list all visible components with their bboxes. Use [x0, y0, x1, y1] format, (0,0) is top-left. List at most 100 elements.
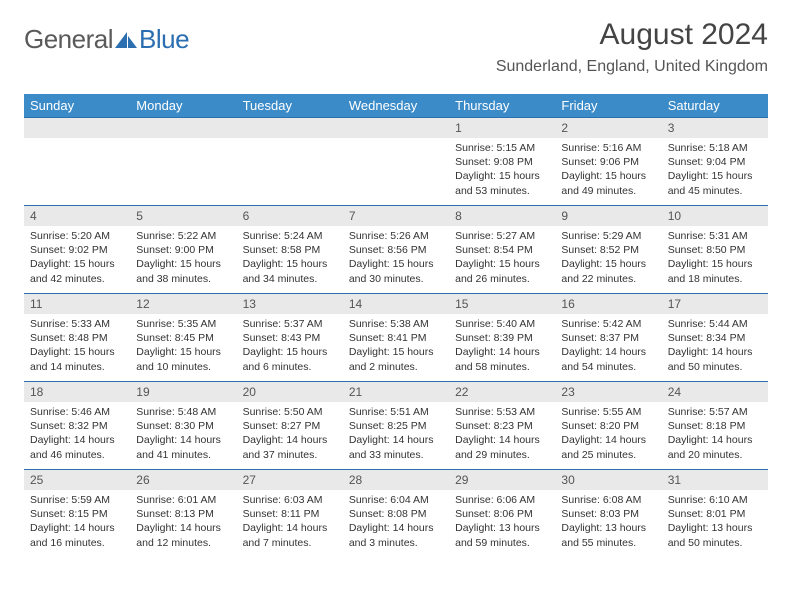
sunset-text: Sunset: 8:39 PM: [455, 331, 549, 345]
weekday-header: Friday: [555, 94, 661, 118]
day-number: 2: [555, 118, 661, 138]
calendar-day-cell: 19Sunrise: 5:48 AMSunset: 8:30 PMDayligh…: [130, 382, 236, 470]
day-details: Sunrise: 5:57 AMSunset: 8:18 PMDaylight:…: [662, 402, 768, 468]
day-number: 4: [24, 206, 130, 226]
calendar-day-cell: 21Sunrise: 5:51 AMSunset: 8:25 PMDayligh…: [343, 382, 449, 470]
calendar-day-cell: 6Sunrise: 5:24 AMSunset: 8:58 PMDaylight…: [237, 206, 343, 294]
day-details: Sunrise: 5:24 AMSunset: 8:58 PMDaylight:…: [237, 226, 343, 292]
sunrise-text: Sunrise: 5:50 AM: [243, 405, 337, 419]
sunrise-text: Sunrise: 5:22 AM: [136, 229, 230, 243]
day-number: [237, 118, 343, 138]
sunrise-text: Sunrise: 5:33 AM: [30, 317, 124, 331]
header: General Blue August 2024 Sunderland, Eng…: [24, 18, 768, 76]
location-subtitle: Sunderland, England, United Kingdom: [496, 58, 768, 76]
sunset-text: Sunset: 8:45 PM: [136, 331, 230, 345]
daylight-text: Daylight: 14 hours and 58 minutes.: [455, 345, 549, 373]
calendar-day-cell: 12Sunrise: 5:35 AMSunset: 8:45 PMDayligh…: [130, 294, 236, 382]
daylight-text: Daylight: 15 hours and 14 minutes.: [30, 345, 124, 373]
daylight-text: Daylight: 14 hours and 50 minutes.: [668, 345, 762, 373]
sunset-text: Sunset: 8:27 PM: [243, 419, 337, 433]
daylight-text: Daylight: 15 hours and 53 minutes.: [455, 169, 549, 197]
day-number: 21: [343, 382, 449, 402]
calendar-day-cell: 23Sunrise: 5:55 AMSunset: 8:20 PMDayligh…: [555, 382, 661, 470]
calendar-day-cell: 14Sunrise: 5:38 AMSunset: 8:41 PMDayligh…: [343, 294, 449, 382]
sunrise-text: Sunrise: 5:37 AM: [243, 317, 337, 331]
day-number: 3: [662, 118, 768, 138]
daylight-text: Daylight: 15 hours and 18 minutes.: [668, 257, 762, 285]
calendar-day-cell: 18Sunrise: 5:46 AMSunset: 8:32 PMDayligh…: [24, 382, 130, 470]
sunset-text: Sunset: 8:34 PM: [668, 331, 762, 345]
sunset-text: Sunset: 8:08 PM: [349, 507, 443, 521]
sunrise-text: Sunrise: 5:55 AM: [561, 405, 655, 419]
day-number: 12: [130, 294, 236, 314]
day-number: 28: [343, 470, 449, 490]
sunset-text: Sunset: 8:20 PM: [561, 419, 655, 433]
day-number: 5: [130, 206, 236, 226]
day-number: 22: [449, 382, 555, 402]
day-number: 23: [555, 382, 661, 402]
sunrise-text: Sunrise: 5:42 AM: [561, 317, 655, 331]
day-details: Sunrise: 5:44 AMSunset: 8:34 PMDaylight:…: [662, 314, 768, 380]
sunset-text: Sunset: 8:48 PM: [30, 331, 124, 345]
calendar-day-cell: 13Sunrise: 5:37 AMSunset: 8:43 PMDayligh…: [237, 294, 343, 382]
daylight-text: Daylight: 13 hours and 59 minutes.: [455, 521, 549, 549]
day-number: 26: [130, 470, 236, 490]
calendar-day-cell: 15Sunrise: 5:40 AMSunset: 8:39 PMDayligh…: [449, 294, 555, 382]
day-number: [24, 118, 130, 138]
daylight-text: Daylight: 14 hours and 54 minutes.: [561, 345, 655, 373]
sunrise-text: Sunrise: 5:59 AM: [30, 493, 124, 507]
daylight-text: Daylight: 14 hours and 33 minutes.: [349, 433, 443, 461]
calendar-day-cell: [130, 118, 236, 206]
day-details: Sunrise: 5:35 AMSunset: 8:45 PMDaylight:…: [130, 314, 236, 380]
day-details: Sunrise: 5:16 AMSunset: 9:06 PMDaylight:…: [555, 138, 661, 204]
sunset-text: Sunset: 8:11 PM: [243, 507, 337, 521]
logo-text-1: General: [24, 24, 113, 55]
day-number: 30: [555, 470, 661, 490]
sunset-text: Sunset: 8:30 PM: [136, 419, 230, 433]
sunrise-text: Sunrise: 5:20 AM: [30, 229, 124, 243]
calendar-day-cell: 31Sunrise: 6:10 AMSunset: 8:01 PMDayligh…: [662, 470, 768, 558]
calendar-day-cell: 8Sunrise: 5:27 AMSunset: 8:54 PMDaylight…: [449, 206, 555, 294]
calendar-day-cell: 30Sunrise: 6:08 AMSunset: 8:03 PMDayligh…: [555, 470, 661, 558]
day-number: 27: [237, 470, 343, 490]
day-details: Sunrise: 5:55 AMSunset: 8:20 PMDaylight:…: [555, 402, 661, 468]
day-details: Sunrise: 5:29 AMSunset: 8:52 PMDaylight:…: [555, 226, 661, 292]
calendar-day-cell: 20Sunrise: 5:50 AMSunset: 8:27 PMDayligh…: [237, 382, 343, 470]
sunrise-text: Sunrise: 6:01 AM: [136, 493, 230, 507]
calendar-day-cell: 2Sunrise: 5:16 AMSunset: 9:06 PMDaylight…: [555, 118, 661, 206]
sunrise-text: Sunrise: 5:57 AM: [668, 405, 762, 419]
day-number: 20: [237, 382, 343, 402]
sunrise-text: Sunrise: 5:53 AM: [455, 405, 549, 419]
day-details: Sunrise: 6:06 AMSunset: 8:06 PMDaylight:…: [449, 490, 555, 556]
sunrise-text: Sunrise: 5:44 AM: [668, 317, 762, 331]
day-details: Sunrise: 5:38 AMSunset: 8:41 PMDaylight:…: [343, 314, 449, 380]
day-details: Sunrise: 5:37 AMSunset: 8:43 PMDaylight:…: [237, 314, 343, 380]
daylight-text: Daylight: 15 hours and 2 minutes.: [349, 345, 443, 373]
day-details: Sunrise: 5:26 AMSunset: 8:56 PMDaylight:…: [343, 226, 449, 292]
daylight-text: Daylight: 14 hours and 3 minutes.: [349, 521, 443, 549]
calendar-day-cell: 10Sunrise: 5:31 AMSunset: 8:50 PMDayligh…: [662, 206, 768, 294]
weekday-header: Tuesday: [237, 94, 343, 118]
sunset-text: Sunset: 8:23 PM: [455, 419, 549, 433]
day-details: Sunrise: 6:04 AMSunset: 8:08 PMDaylight:…: [343, 490, 449, 556]
calendar-week-row: 4Sunrise: 5:20 AMSunset: 9:02 PMDaylight…: [24, 206, 768, 294]
day-number: 25: [24, 470, 130, 490]
title-block: August 2024 Sunderland, England, United …: [496, 18, 768, 76]
sunset-text: Sunset: 9:04 PM: [668, 155, 762, 169]
sunrise-text: Sunrise: 6:04 AM: [349, 493, 443, 507]
daylight-text: Daylight: 15 hours and 45 minutes.: [668, 169, 762, 197]
calendar-day-cell: 29Sunrise: 6:06 AMSunset: 8:06 PMDayligh…: [449, 470, 555, 558]
sunrise-text: Sunrise: 6:10 AM: [668, 493, 762, 507]
daylight-text: Daylight: 15 hours and 49 minutes.: [561, 169, 655, 197]
sunset-text: Sunset: 8:06 PM: [455, 507, 549, 521]
sunset-text: Sunset: 9:08 PM: [455, 155, 549, 169]
sunrise-text: Sunrise: 5:40 AM: [455, 317, 549, 331]
day-details: Sunrise: 5:51 AMSunset: 8:25 PMDaylight:…: [343, 402, 449, 468]
calendar-day-cell: 1Sunrise: 5:15 AMSunset: 9:08 PMDaylight…: [449, 118, 555, 206]
sunrise-text: Sunrise: 5:51 AM: [349, 405, 443, 419]
sunrise-text: Sunrise: 5:29 AM: [561, 229, 655, 243]
daylight-text: Daylight: 15 hours and 6 minutes.: [243, 345, 337, 373]
day-number: 1: [449, 118, 555, 138]
weekday-header: Sunday: [24, 94, 130, 118]
day-number: 14: [343, 294, 449, 314]
